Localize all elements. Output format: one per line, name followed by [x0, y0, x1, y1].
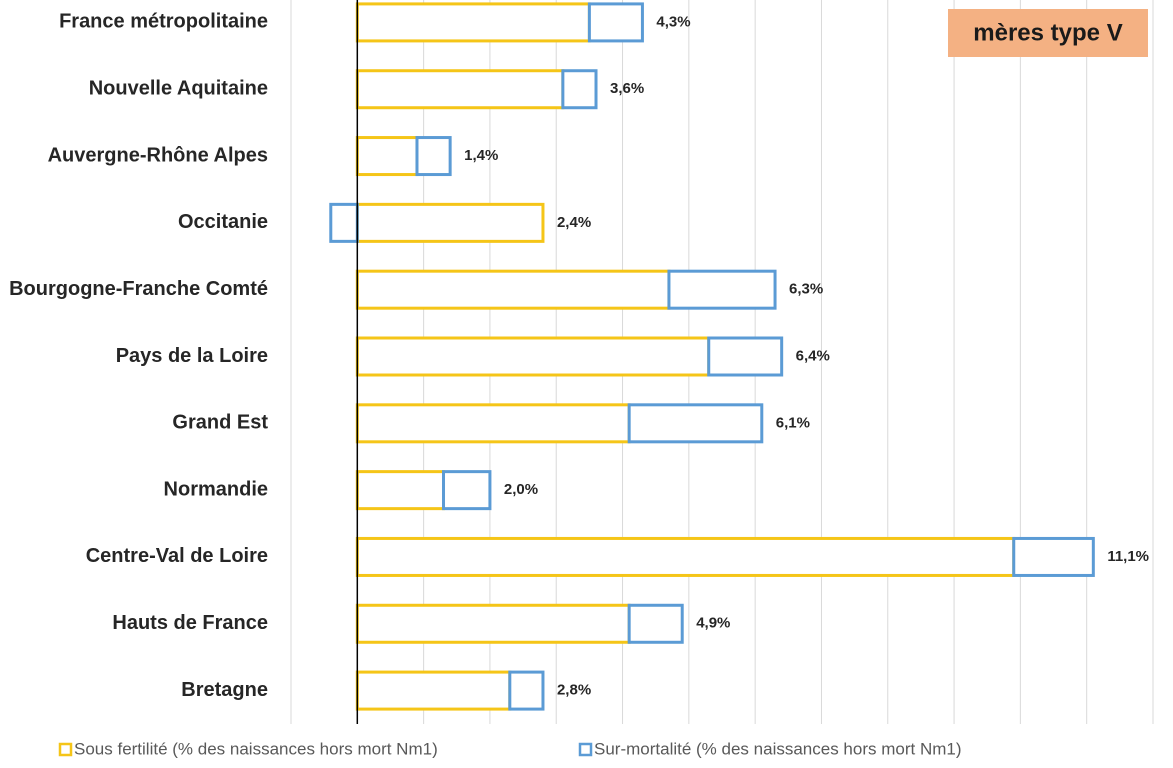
bar-segment	[355, 69, 565, 110]
bar-segment	[355, 202, 545, 243]
bar-segment	[627, 603, 684, 644]
value-label: 6,3%	[789, 281, 823, 298]
bar-segment	[355, 670, 512, 711]
y-tick-label: Auvergne-Rhône Alpes	[48, 144, 268, 166]
bar-segment	[355, 470, 446, 511]
y-tick-label: Grand Est	[172, 412, 268, 434]
value-label: 6,1%	[776, 414, 810, 431]
bar-segment	[355, 136, 419, 177]
annotation-box	[948, 9, 1148, 57]
value-label: 4,9%	[696, 615, 730, 632]
value-label: 1,4%	[464, 147, 498, 164]
bar-segment	[627, 403, 764, 444]
bar-segment	[667, 269, 777, 310]
bar-segment	[561, 69, 598, 110]
y-tick-label: France métropolitaine	[59, 11, 268, 33]
bar-segment	[355, 269, 671, 310]
y-tick-label: Hauts de France	[112, 612, 268, 634]
bar-segment	[587, 2, 644, 43]
bar-segment	[355, 536, 1016, 577]
bar-segment	[508, 670, 545, 711]
bar-segment	[1012, 536, 1095, 577]
value-label: 2,4%	[557, 214, 591, 231]
y-tick-label: Bourgogne-Franche Comté	[9, 278, 268, 300]
value-label: 2,8%	[557, 682, 591, 699]
value-label: 11,1%	[1107, 548, 1149, 565]
y-tick-label: Nouvelle Aquitaine	[89, 78, 268, 100]
y-tick-label: Centre-Val de Loire	[86, 545, 268, 567]
bars	[329, 2, 1095, 711]
bar-segment	[442, 470, 492, 511]
bar-segment	[329, 202, 359, 243]
bar-segment	[355, 603, 631, 644]
y-tick-label: Bretagne	[181, 679, 268, 701]
bar-segment	[355, 403, 631, 444]
value-label: 4,3%	[656, 13, 690, 30]
legend-swatch	[58, 742, 73, 757]
y-tick-label: Occitanie	[178, 211, 268, 233]
value-label: 3,6%	[610, 80, 644, 97]
bar-segment	[415, 136, 452, 177]
bar-segment	[355, 2, 591, 43]
legend-label: Sous fertilité (% des naissances hors mo…	[74, 739, 438, 758]
annotation: mères type V	[973, 19, 1122, 46]
bar-segment	[707, 336, 784, 377]
legend-label: Sur-mortalité (% des naissances hors mor…	[594, 739, 962, 758]
legend-swatch	[578, 742, 593, 757]
value-label: 6,4%	[796, 347, 830, 364]
y-tick-label: Normandie	[164, 478, 268, 500]
bar-segment	[355, 336, 711, 377]
value-label: 2,0%	[504, 481, 538, 498]
y-tick-label: Pays de la Loire	[116, 345, 268, 367]
